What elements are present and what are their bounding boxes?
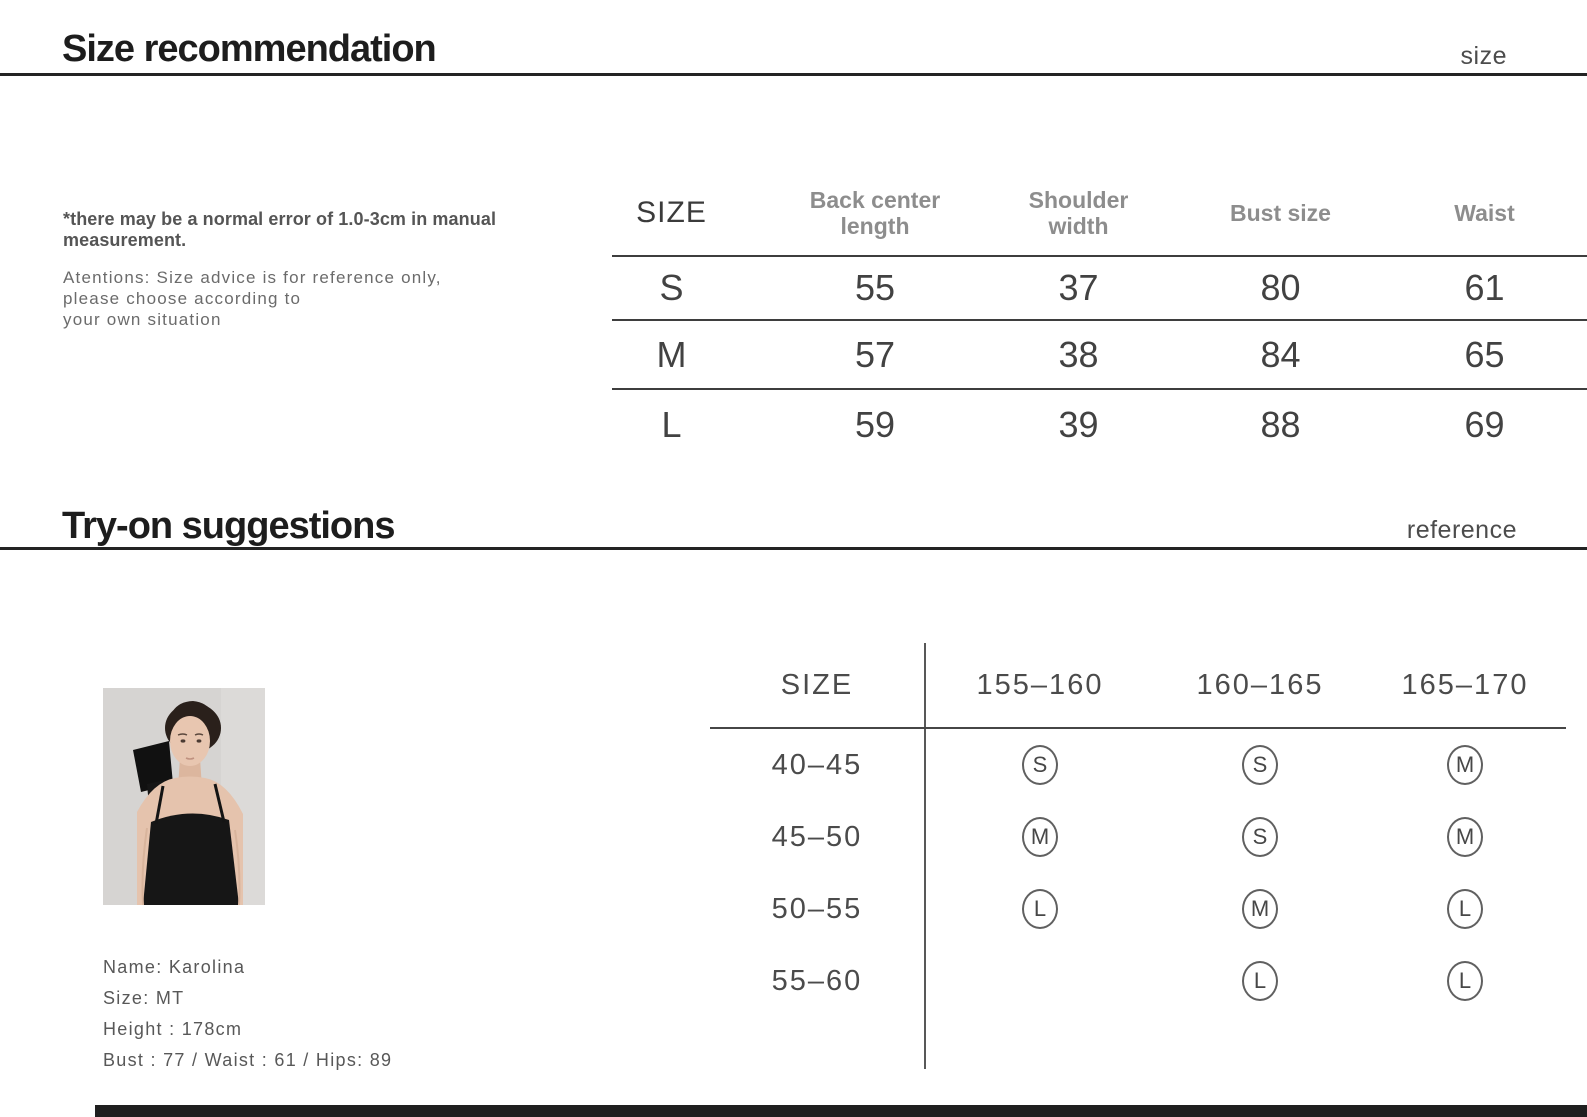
size-table-header-size: SIZE	[636, 195, 707, 229]
model-size-line: Size: MT	[103, 988, 185, 1008]
size-table-header-shoulder-width: Shoulder width	[1028, 186, 1129, 239]
size-cell: S	[659, 267, 684, 308]
size-badge: L	[1447, 889, 1483, 929]
tryon-suggestions-title: Try-on suggestions	[62, 505, 395, 547]
size-badge: M	[1447, 817, 1483, 857]
size-table-header-waist: Waist	[1454, 199, 1515, 226]
bottom-section-bar	[95, 1105, 1587, 1117]
tryon-header-size: SIZE	[780, 668, 854, 701]
tryon-table-row: 55–60 L L	[710, 945, 1566, 1017]
value-cell: 88	[1260, 404, 1301, 445]
tryon-header-height-range: 165–170	[1401, 668, 1529, 701]
size-table-header-bust-size: Bust size	[1230, 199, 1331, 226]
tryon-header-height-range: 155–160	[976, 668, 1104, 701]
model-info: Name: Karolina Size: MT Height : 178cm B…	[103, 952, 392, 1076]
value-cell: 38	[1058, 333, 1099, 375]
size-badge: S	[1022, 745, 1058, 785]
size-table-row-s: S 55 37 80 61	[612, 257, 1587, 321]
value-cell: 37	[1058, 267, 1099, 308]
reference-corner-label: reference	[1406, 516, 1517, 544]
value-cell: 57	[854, 333, 896, 375]
weight-range-cell: 50–55	[771, 892, 863, 925]
size-badge: L	[1447, 961, 1483, 1001]
size-table-row-m: M 57 38 84 65	[612, 321, 1587, 390]
value-cell: 84	[1260, 333, 1301, 375]
tryon-table-row: 45–50 M S M	[710, 801, 1566, 873]
size-badge: L	[1242, 961, 1278, 1001]
weight-range-cell: 40–45	[771, 748, 863, 781]
size-table: SIZE Back center length Shoulder width B…	[612, 170, 1587, 460]
section-divider	[0, 547, 1587, 550]
size-table-header-row: SIZE Back center length Shoulder width B…	[612, 170, 1587, 257]
section-divider	[0, 73, 1587, 76]
value-cell: 59	[854, 404, 896, 445]
value-cell: 80	[1260, 267, 1301, 308]
size-table-row-l: L 59 39 88 69	[612, 390, 1587, 460]
size-cell: L	[661, 404, 682, 445]
value-cell: 55	[854, 267, 896, 308]
size-badge: S	[1242, 745, 1278, 785]
size-recommendation-title: Size recommendation	[62, 28, 437, 70]
tryon-table-row: 40–45 S S M	[710, 729, 1566, 801]
size-cell: M	[656, 333, 687, 375]
attention-note: Atentions: Size advice is for reference …	[63, 268, 442, 329]
tryon-table-header-row: SIZE 155–160 160–165 165–170	[710, 643, 1566, 729]
model-name-line: Name: Karolina	[103, 957, 246, 977]
tryon-table: SIZE 155–160 160–165 165–170 40–45 S S M…	[710, 643, 1566, 1017]
size-badge: M	[1447, 745, 1483, 785]
value-cell: 69	[1464, 404, 1505, 445]
size-badge: L	[1022, 889, 1058, 929]
weight-range-cell: 45–50	[771, 820, 863, 853]
size-badge: M	[1242, 889, 1278, 929]
tryon-table-vertical-line	[924, 643, 926, 1069]
size-corner-label: size	[1460, 42, 1507, 70]
model-measurements-line: Bust : 77 / Waist : 61 / Hips: 89	[103, 1050, 393, 1070]
value-cell: 39	[1058, 404, 1099, 445]
tryon-table-row: 50–55 L M L	[710, 873, 1566, 945]
weight-range-cell: 55–60	[771, 964, 863, 997]
value-cell: 61	[1464, 267, 1505, 308]
size-table-header-back-center-length: Back center length	[809, 186, 941, 239]
model-height-line: Height : 178cm	[103, 1019, 243, 1039]
model-photo	[103, 688, 265, 906]
size-badge: S	[1242, 817, 1278, 857]
value-cell: 65	[1464, 333, 1505, 375]
size-badge: M	[1022, 817, 1058, 857]
tryon-header-height-range: 160–165	[1196, 668, 1324, 701]
measurement-error-note: *there may be a normal error of 1.0-3cm …	[63, 209, 497, 250]
